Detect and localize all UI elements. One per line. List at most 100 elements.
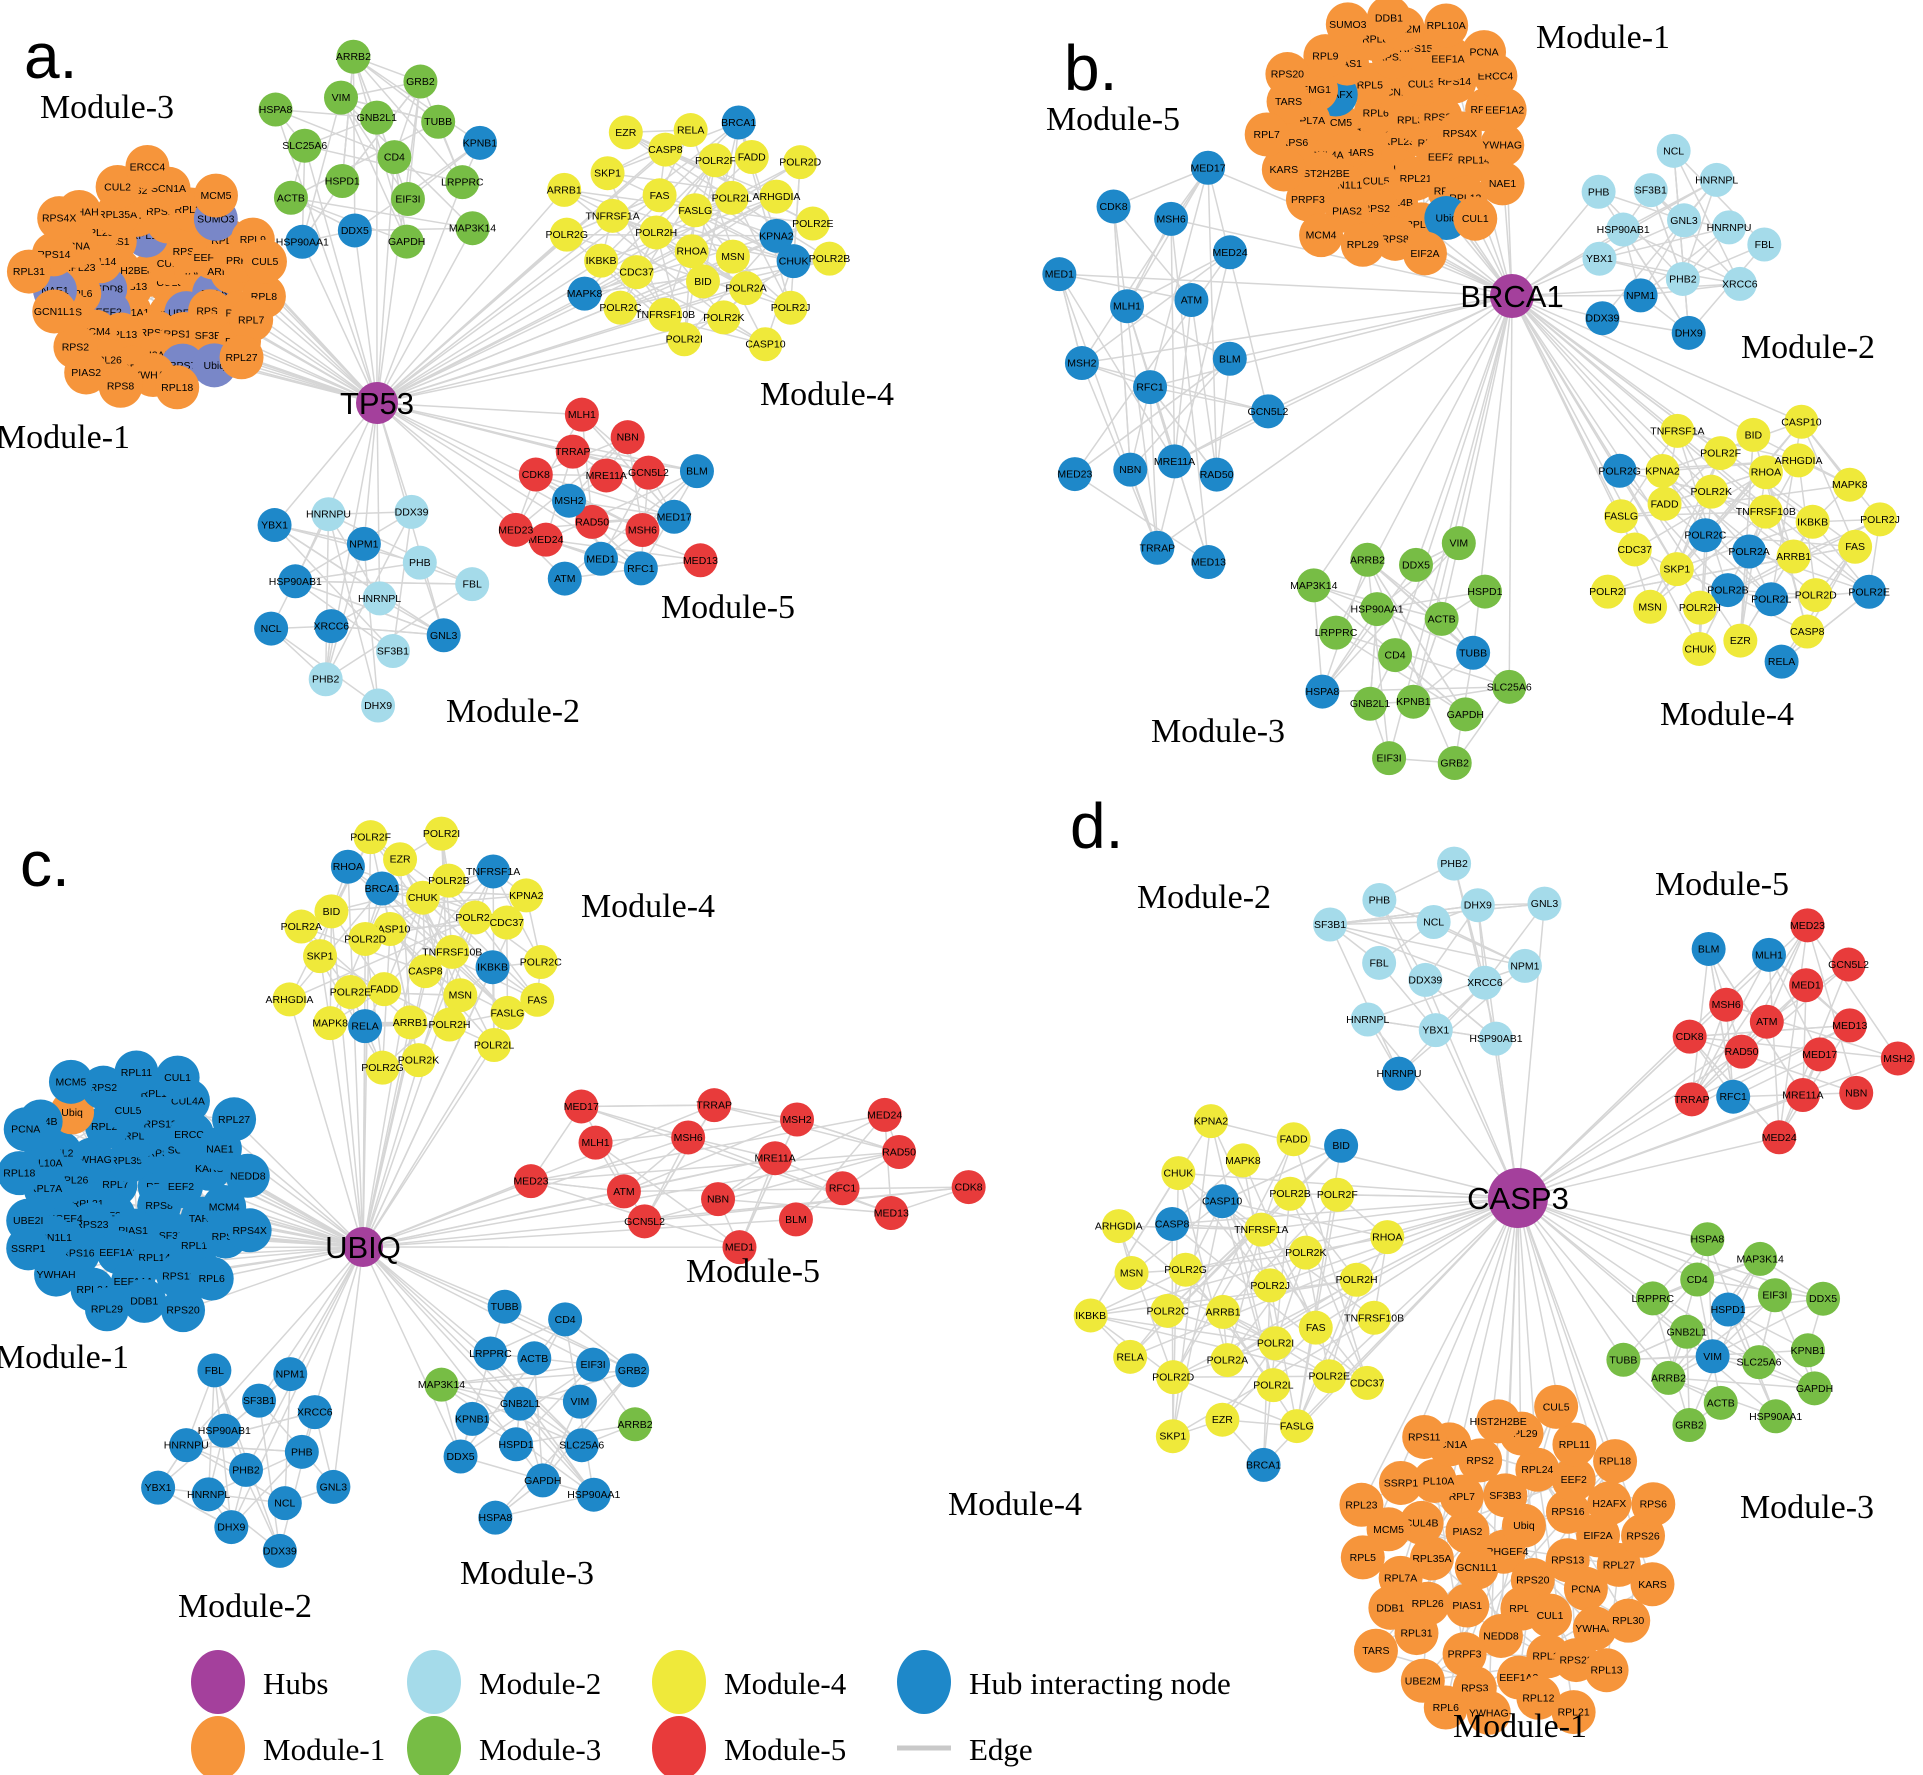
- node-circle[interactable]: [1534, 1384, 1579, 1429]
- node-rad50[interactable]: RAD50: [1724, 1034, 1759, 1069]
- node-fbl[interactable]: FBL: [1747, 227, 1782, 262]
- node-circle[interactable]: [316, 1469, 351, 1504]
- node-circle[interactable]: [1758, 1399, 1793, 1434]
- node-circle[interactable]: [1442, 1632, 1487, 1677]
- node-chuk[interactable]: CHUK: [405, 880, 440, 915]
- node-kars[interactable]: KARS: [1261, 147, 1306, 192]
- node-cd4[interactable]: CD4: [377, 140, 412, 175]
- node-grb2[interactable]: GRB2: [403, 64, 438, 99]
- node-cul5[interactable]: CUL5: [1534, 1384, 1579, 1429]
- node-pcna[interactable]: PCNA: [1563, 1566, 1608, 1611]
- node-cd4[interactable]: CD4: [1378, 638, 1413, 673]
- node-rhoa[interactable]: RHOA: [1748, 455, 1783, 490]
- node-circle[interactable]: [1741, 1345, 1776, 1380]
- node-circle[interactable]: [348, 1009, 383, 1044]
- node-polr2b[interactable]: POLR2B: [1269, 1176, 1311, 1211]
- node-circle[interactable]: [1360, 592, 1395, 627]
- node-circle[interactable]: [1340, 222, 1385, 267]
- node-phb2[interactable]: PHB2: [1437, 846, 1472, 881]
- node-circle[interactable]: [393, 1005, 428, 1040]
- node-med13[interactable]: MED13: [1832, 1008, 1867, 1043]
- node-circle[interactable]: [1253, 1268, 1288, 1303]
- node-circle[interactable]: [1362, 882, 1397, 917]
- node-gapdh[interactable]: GAPDH: [524, 1463, 561, 1498]
- node-tnfrsf10b[interactable]: TNFRSF10B: [1344, 1300, 1404, 1335]
- node-circle[interactable]: [1606, 1342, 1641, 1377]
- node-bid[interactable]: BID: [685, 264, 720, 299]
- node-cul1[interactable]: CUL1: [1528, 1593, 1573, 1638]
- node-ikbkb[interactable]: IKBKB: [584, 243, 619, 278]
- node-tnfrsf10b[interactable]: TNFRSF10B: [422, 934, 482, 969]
- node-polr2k[interactable]: POLR2K: [1285, 1235, 1327, 1270]
- node-circle[interactable]: [1516, 1675, 1561, 1720]
- node-rpl27[interactable]: RPL27: [212, 1097, 257, 1142]
- node-circle[interactable]: [1633, 173, 1668, 208]
- node-circle[interactable]: [426, 618, 461, 653]
- node-rfc1[interactable]: RFC1: [825, 1171, 860, 1206]
- node-circle[interactable]: [324, 80, 359, 115]
- node-ezr[interactable]: EZR: [608, 115, 643, 150]
- node-gnl3[interactable]: GNL3: [426, 618, 461, 653]
- node-polr2e[interactable]: POLR2E: [792, 206, 834, 241]
- node-circle[interactable]: [1863, 502, 1898, 537]
- node-circle[interactable]: [155, 1055, 200, 1100]
- node-gapdh[interactable]: GAPDH: [388, 224, 425, 259]
- node-rpl21[interactable]: RPL21: [1551, 1690, 1596, 1735]
- node-polr2k[interactable]: POLR2K: [398, 1043, 439, 1078]
- node-circle[interactable]: [1191, 545, 1226, 580]
- node-circle[interactable]: [657, 499, 692, 534]
- node-hsp90ab1[interactable]: HSP90AB1: [198, 1413, 251, 1448]
- node-circle[interactable]: [98, 363, 143, 408]
- node-circle[interactable]: [1396, 684, 1431, 719]
- node-circle[interactable]: [1682, 631, 1717, 666]
- node-slc25a6[interactable]: SLC25A6: [1487, 669, 1532, 704]
- node-mlh1[interactable]: MLH1: [1110, 289, 1145, 324]
- node-ezr[interactable]: EZR: [1723, 623, 1758, 658]
- node-circle[interactable]: [1694, 474, 1729, 509]
- node-polr2d[interactable]: POLR2D: [779, 145, 822, 180]
- node-gcn1l1[interactable]: GCN1L1: [32, 289, 77, 334]
- node-circle[interactable]: [141, 1470, 176, 1505]
- node-mcm5[interactable]: MCM5: [48, 1059, 93, 1104]
- node-actb[interactable]: ACTB: [273, 180, 308, 215]
- node-cul5[interactable]: CUL5: [242, 239, 287, 284]
- node-circle[interactable]: [1754, 582, 1789, 617]
- node-cul1[interactable]: CUL1: [155, 1055, 200, 1100]
- node-fas[interactable]: FAS: [1838, 529, 1873, 564]
- node-circle[interactable]: [1789, 968, 1824, 1003]
- node-circle[interactable]: [421, 104, 456, 139]
- node-rela[interactable]: RELA: [673, 113, 708, 148]
- node-circle[interactable]: [1691, 931, 1726, 966]
- node-circle[interactable]: [1467, 965, 1502, 1000]
- node-msh6[interactable]: MSH6: [671, 1120, 706, 1155]
- node-circle[interactable]: [1155, 1419, 1190, 1454]
- node-circle[interactable]: [490, 995, 525, 1030]
- node-circle[interactable]: [1466, 1690, 1511, 1735]
- node-circle[interactable]: [394, 494, 429, 529]
- node-circle[interactable]: [1584, 1648, 1629, 1693]
- node-circle[interactable]: [1110, 289, 1145, 324]
- node-circle[interactable]: [1703, 436, 1738, 471]
- node-polr2f[interactable]: POLR2F: [350, 820, 391, 855]
- node-circle[interactable]: [1279, 1409, 1314, 1444]
- node-circle[interactable]: [330, 849, 365, 884]
- node-circle[interactable]: [1776, 539, 1811, 574]
- node-circle[interactable]: [1748, 455, 1783, 490]
- node-ddx5[interactable]: DDX5: [337, 213, 372, 248]
- node-atm[interactable]: ATM: [547, 561, 582, 596]
- node-circle[interactable]: [1073, 1298, 1108, 1333]
- node-circle[interactable]: [1244, 1212, 1279, 1247]
- hub-brca1[interactable]: BRCA1: [1460, 274, 1564, 318]
- node-circle[interactable]: [1402, 231, 1447, 276]
- node-eef2[interactable]: EEF2: [1551, 1457, 1596, 1502]
- node-polr2k[interactable]: POLR2K: [703, 300, 745, 335]
- node-circle[interactable]: [517, 1341, 552, 1376]
- node-pias2[interactable]: PIAS2: [1445, 1509, 1490, 1554]
- node-circle[interactable]: [207, 1413, 242, 1448]
- node-ddx5[interactable]: DDX5: [1806, 1281, 1841, 1316]
- node-lrpprc[interactable]: LRPPRC: [441, 165, 484, 200]
- node-casp10[interactable]: CASP10: [1202, 1184, 1242, 1219]
- node-circle[interactable]: [1480, 122, 1525, 167]
- node-arrb1[interactable]: ARRB1: [547, 172, 582, 207]
- node-pcna[interactable]: PCNA: [3, 1107, 48, 1152]
